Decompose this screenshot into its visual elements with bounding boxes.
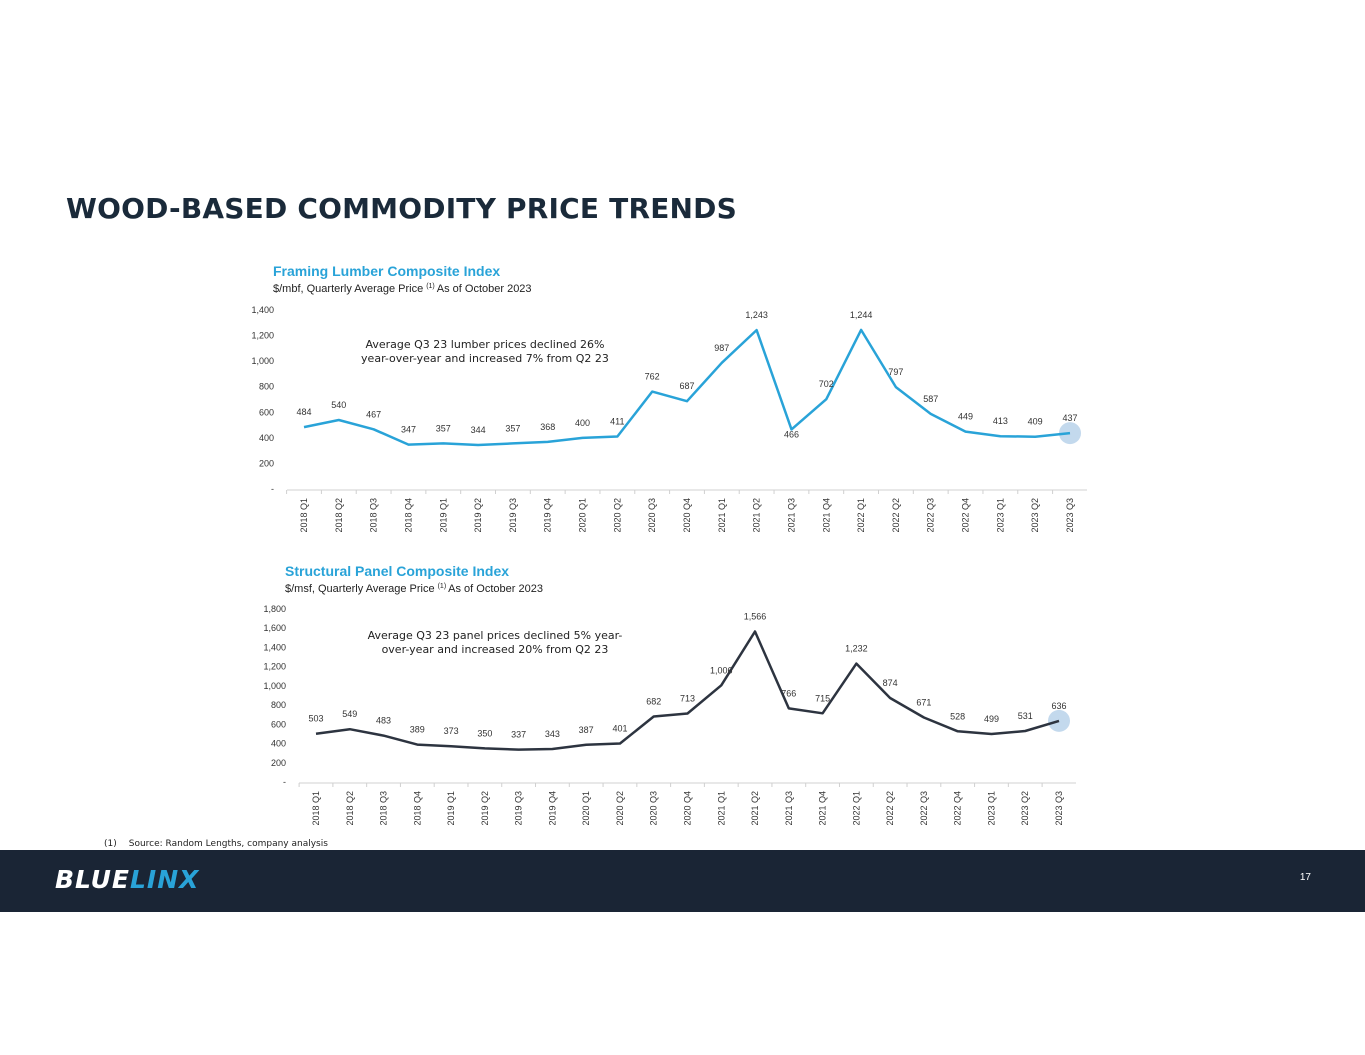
lumber-x-tick-label: 2019 Q3 <box>508 498 518 533</box>
lumber-annotation-line1: Average Q3 23 lumber prices declined 26% <box>365 338 605 351</box>
lumber-ytick-label: 600 <box>259 407 274 417</box>
lumber-data-label: 702 <box>819 379 834 389</box>
lumber-x-tick-label: 2018 Q3 <box>369 498 379 533</box>
panel-subtitle-text: $/msf, Quarterly Average Price <box>285 583 435 595</box>
lumber-x-tick-label: 2018 Q1 <box>299 498 309 533</box>
lumber-ytick-label: - <box>271 484 274 494</box>
lumber-subtitle-suffix: As of October 2023 <box>436 283 532 295</box>
lumber-data-label: 347 <box>401 425 416 435</box>
lumber-data-label: 467 <box>366 409 381 419</box>
lumber-annotation: Average Q3 23 lumber prices declined 26%… <box>355 338 615 366</box>
panel-chart-title: Structural Panel Composite Index <box>285 563 510 579</box>
lumber-data-label: 687 <box>679 381 694 391</box>
lumber-x-tick-label: 2021 Q3 <box>786 498 796 533</box>
lumber-series-line <box>303 328 1071 447</box>
lumber-data-label: 344 <box>471 425 486 435</box>
footer-bar: BLUELINX 17 <box>0 850 1365 912</box>
lumber-data-label: 466 <box>784 429 799 439</box>
lumber-x-tick-label: 2021 Q1 <box>717 498 727 533</box>
lumber-subtitle-note: (1) <box>426 283 435 290</box>
lumber-chart-title: Framing Lumber Composite Index <box>273 263 501 279</box>
panel-chart-subtitle: $/msf, Quarterly Average Price (1) As of O… <box>285 583 543 595</box>
lumber-subtitle-text: $/mbf, Quarterly Average Price <box>273 283 424 295</box>
footnote-text: Source: Random Lengths, company analysis <box>128 839 328 849</box>
lumber-x-tick-label: 2020 Q2 <box>612 498 622 533</box>
lumber-data-label: 411 <box>610 416 624 426</box>
panel-annotation: Average Q3 23 panel prices declined 5% y… <box>360 629 630 657</box>
lumber-ytick-label: 400 <box>259 433 274 443</box>
lumber-data-label: 437 <box>1062 413 1077 423</box>
lumber-x-tick-label: 2019 Q4 <box>543 498 553 533</box>
panel-subtitle-suffix: As of October 2023 <box>448 583 543 595</box>
panel-annotation-line1: Average Q3 23 panel prices declined 5% y… <box>367 629 623 642</box>
lumber-x-tick-label: 2021 Q2 <box>752 498 762 533</box>
lumber-data-label: 409 <box>1028 417 1043 427</box>
lumber-data-label: 762 <box>645 372 660 382</box>
panel-annotation-line2: over-year and increased 20% from Q2 23 <box>381 643 609 656</box>
lumber-data-label: 400 <box>575 418 590 428</box>
lumber-data-label: 484 <box>296 407 311 417</box>
lumber-x-tick-label: 2018 Q4 <box>403 498 413 533</box>
lumber-data-label: 357 <box>505 423 520 433</box>
lumber-x-tick-label: 2023 Q1 <box>995 498 1005 533</box>
lumber-data-label: 449 <box>958 412 973 422</box>
lumber-data-label: 587 <box>923 394 938 404</box>
lumber-x-tick-label: 2020 Q3 <box>647 498 657 533</box>
lumber-ytick-label: 1,400 <box>251 305 274 315</box>
lumber-x-tick-label: 2022 Q2 <box>891 498 901 533</box>
lumber-data-label: 1,243 <box>745 310 768 320</box>
lumber-data-label: 1,244 <box>850 310 873 320</box>
lumber-x-tick-label: 2021 Q4 <box>821 498 831 533</box>
logo-part-blue: BLUE <box>55 865 130 894</box>
lumber-data-label: 413 <box>993 416 1008 426</box>
footnote-number: (1) <box>104 839 117 849</box>
lumber-x-tick-label: 2019 Q2 <box>473 498 483 533</box>
lumber-x-tick-label: 2023 Q2 <box>1030 498 1040 533</box>
lumber-ytick-label: 1,000 <box>251 356 274 366</box>
lumber-ytick-label: 200 <box>259 458 274 468</box>
lumber-ytick-label: 1,200 <box>251 331 274 341</box>
lumber-x-tick-label: 2019 Q1 <box>438 498 448 533</box>
lumber-x-tick-label: 2020 Q4 <box>682 498 692 533</box>
logo-part-linx: LINX <box>130 865 200 894</box>
lumber-x-tick-label: 2018 Q2 <box>334 498 344 533</box>
lumber-annotation-line2: year-over-year and increased 7% from Q2 … <box>361 352 609 365</box>
lumber-x-tick-label: 2022 Q1 <box>856 498 866 533</box>
page-number: 17 <box>1299 872 1311 883</box>
lumber-data-label: 368 <box>540 422 555 432</box>
lumber-ytick-label: 800 <box>259 382 274 392</box>
footnote: (1) Source: Random Lengths, company analy… <box>104 839 328 849</box>
lumber-chart-subtitle: $/mbf, Quarterly Average Price (1) As of O… <box>273 283 532 295</box>
lumber-data-label: 797 <box>888 367 903 377</box>
lumber-x-tick-label: 2022 Q3 <box>926 498 936 533</box>
lumber-x-tick-label: 2022 Q4 <box>961 498 971 533</box>
bluelinx-logo: BLUELINX <box>55 865 199 894</box>
lumber-data-label: 987 <box>714 343 729 353</box>
lumber-x-tick-label: 2023 Q3 <box>1065 498 1075 533</box>
lumber-x-tick-label: 2020 Q1 <box>578 498 588 533</box>
lumber-data-label: 540 <box>331 400 346 410</box>
panel-subtitle-note: (1) <box>437 583 447 590</box>
lumber-data-label: 357 <box>436 423 451 433</box>
page-title: WOOD-BASED COMMODITY PRICE TRENDS <box>66 192 737 225</box>
